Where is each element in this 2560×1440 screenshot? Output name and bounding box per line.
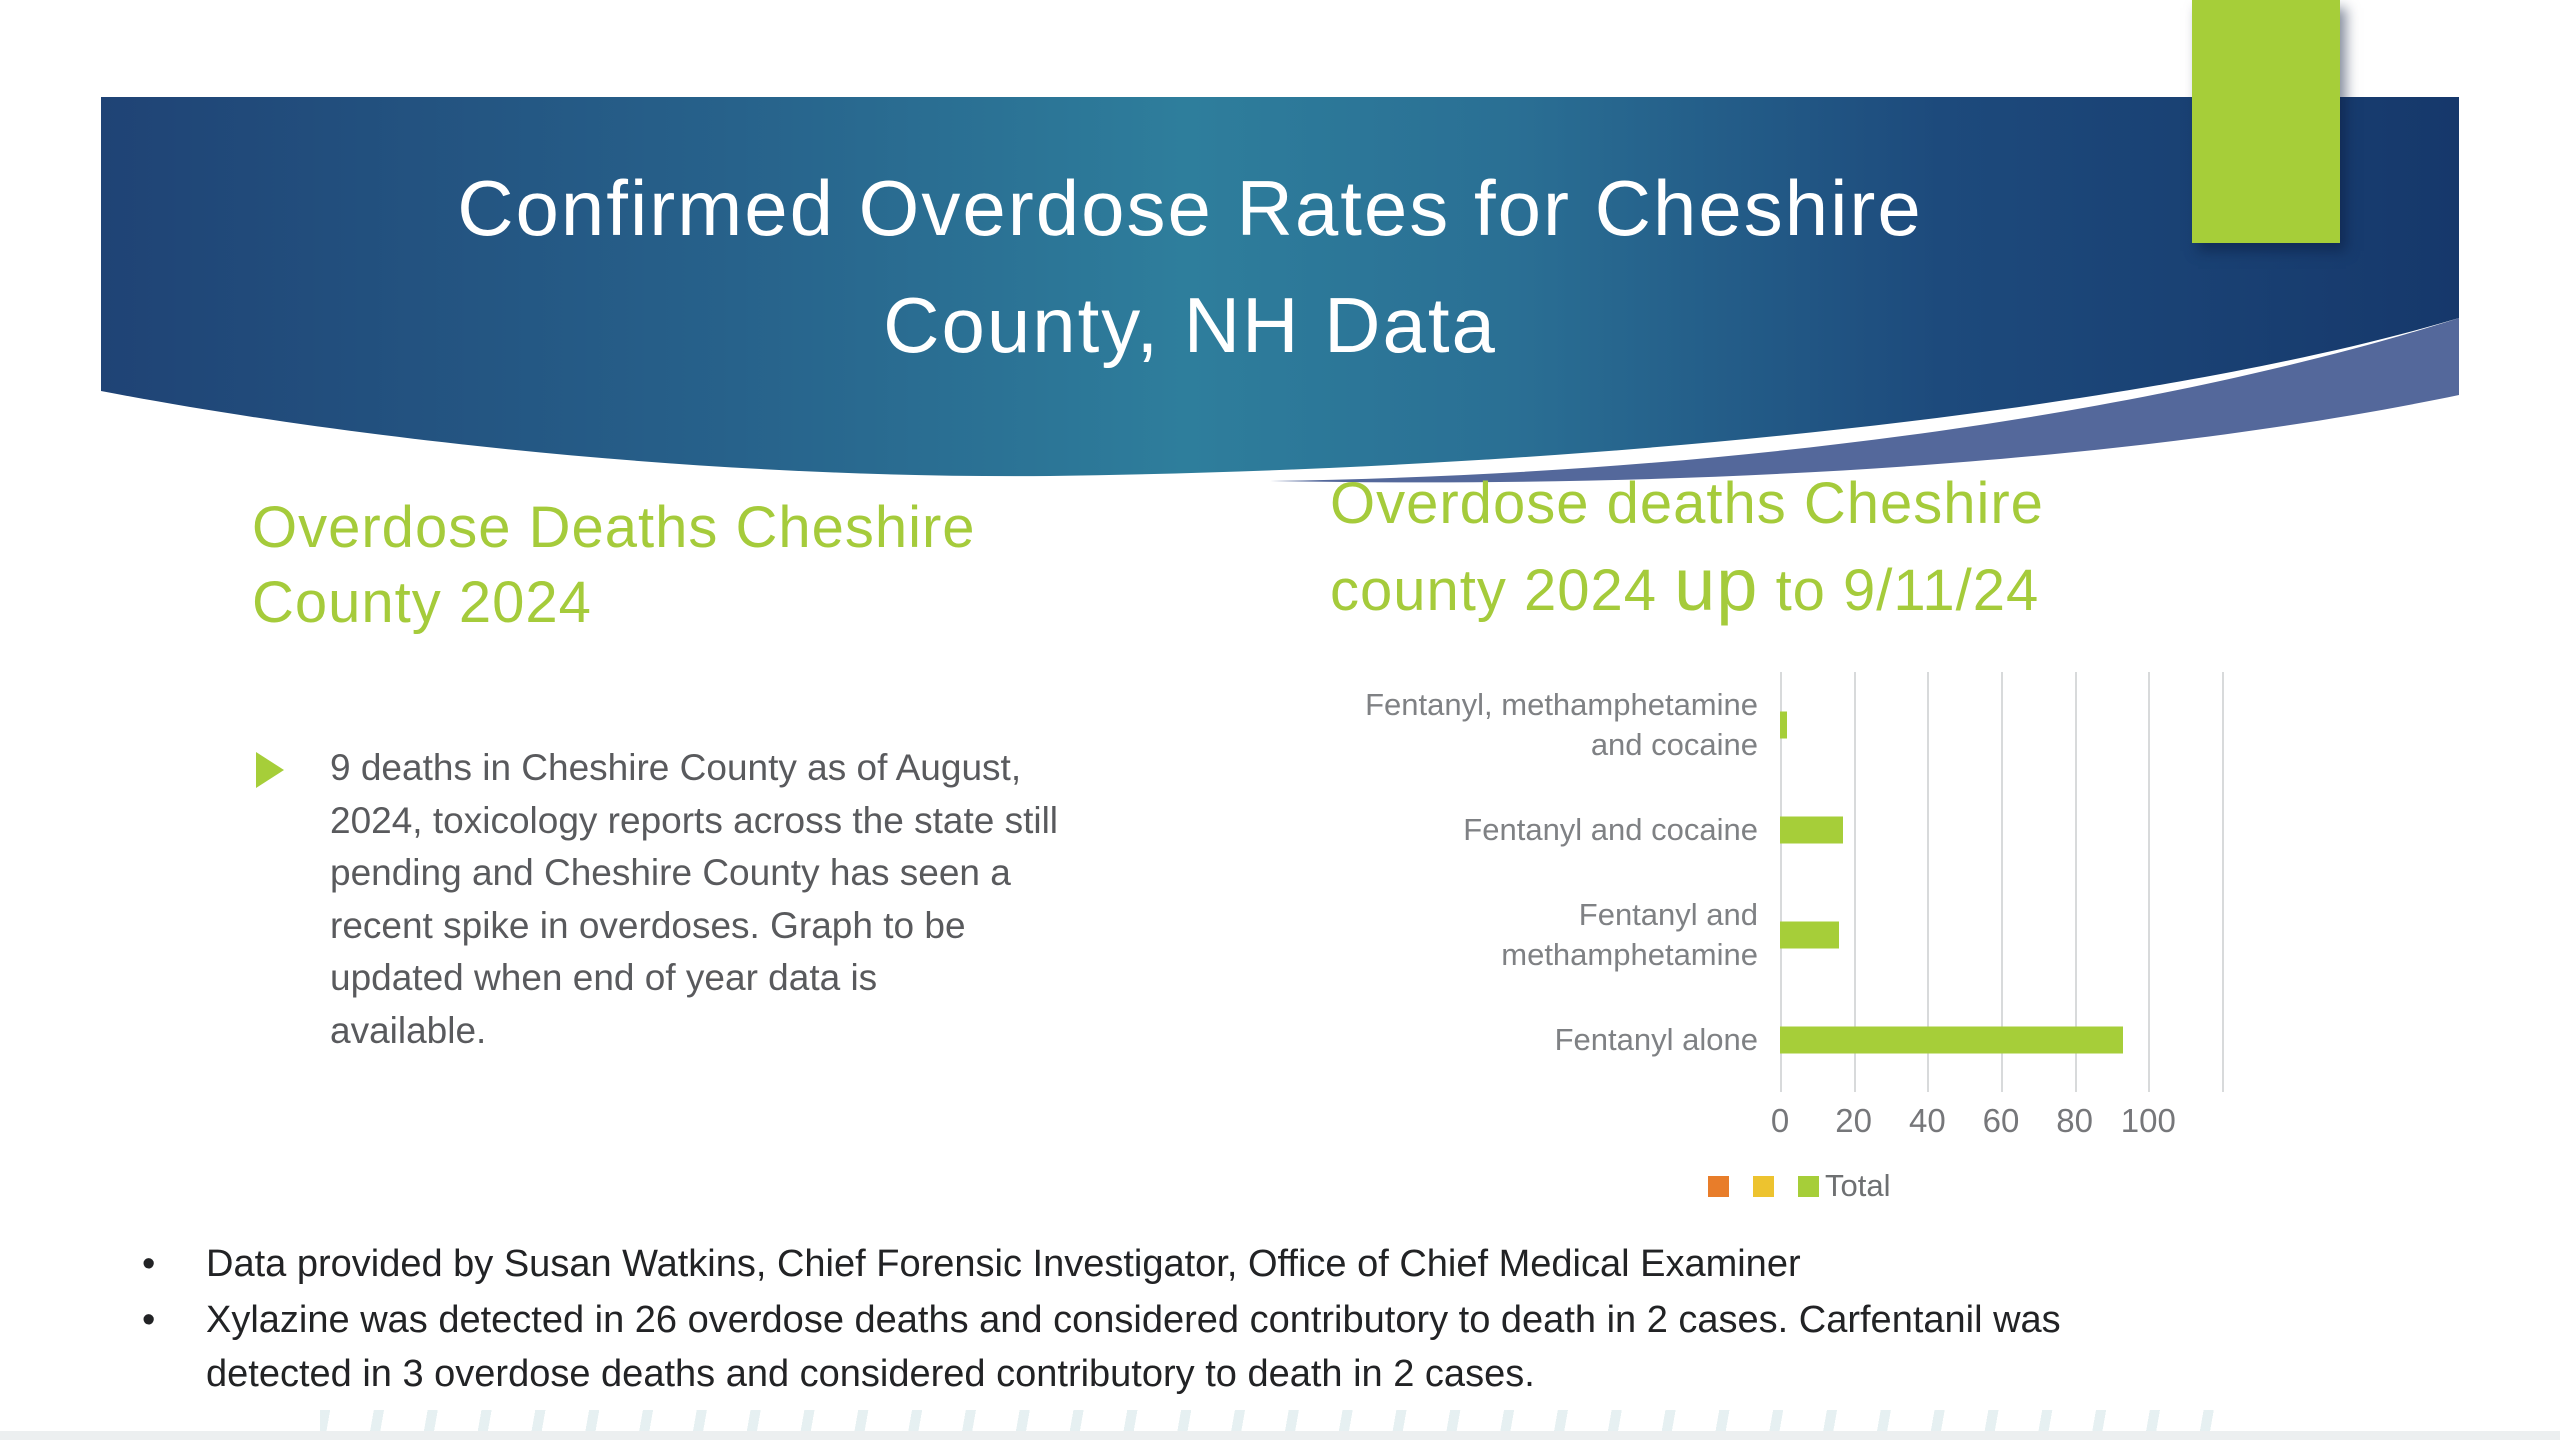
left-heading-line2: County 2024 <box>252 570 592 636</box>
chart-category-label-line: and cocaine <box>1590 726 1758 762</box>
chart-gridline <box>2148 672 2151 1092</box>
chart-bar-area <box>1780 777 2420 882</box>
chart-x-axis: 0 20 40 60 80 100 <box>1771 1102 2222 1146</box>
header-band-shape <box>101 97 2459 477</box>
bullet-text-line: recent spike in overdoses. Graph to be <box>330 904 966 946</box>
bullet-text-line: updated when end of year data is <box>330 957 878 999</box>
footer-bullet-glyph: • <box>142 1243 156 1285</box>
chart-category-label: Fentanyl and methamphetamine <box>1320 882 1780 987</box>
right-heading-up: up <box>1674 543 1759 626</box>
chart-row: Fentanyl alone <box>1320 987 2420 1092</box>
chart-row: Fentanyl, methamphetamine and cocaine <box>1320 672 2420 777</box>
bottom-faint-strip <box>320 1410 2220 1432</box>
chart-x-tick-label: 60 <box>1982 1102 2020 1139</box>
footer-bullet-item: • Xylazine was detected in 26 overdose d… <box>142 1294 2432 1402</box>
legend-entry: Total <box>1798 1168 1890 1204</box>
chart-gridline <box>2222 672 2224 1092</box>
chart-bar-area <box>1780 672 2420 777</box>
bullet-text: 9 deaths in Cheshire County as of August… <box>330 742 1058 1057</box>
footer-item-text: Xylazine was detected in 26 overdose dea… <box>206 1294 2061 1402</box>
chart-x-tick-label: 0 <box>1770 1102 1790 1139</box>
chart-bar <box>1780 711 1788 738</box>
chart-gridline <box>2001 672 2003 1092</box>
chart-gridlines <box>1780 672 2224 1092</box>
chart-x-tick-label: 20 <box>1835 1102 1873 1139</box>
right-heading-before-up: county 2024 <box>1330 558 1675 623</box>
chart-row: Fentanyl and cocaine <box>1320 777 2420 882</box>
legend-swatch-icon <box>1753 1175 1774 1197</box>
chart-category-label-line: Fentanyl and cocaine <box>1463 811 1758 847</box>
legend-entry <box>1708 1175 1729 1197</box>
bullet-text-line: 9 deaths in Cheshire County as of August… <box>330 747 1022 788</box>
chart-x-tick-label: 100 <box>2120 1102 2176 1139</box>
footer-notes: • Data provided by Susan Watkins, Chief … <box>142 1238 2432 1404</box>
footer-item-text: Data provided by Susan Watkins, Chief Fo… <box>206 1238 1801 1292</box>
chart-gridline <box>1853 672 1856 1092</box>
chart-x-tick-label: 80 <box>2056 1102 2094 1139</box>
chart-rows: Fentanyl, methamphetamine and cocaine Fent… <box>1320 672 2420 1092</box>
chart-gridline <box>2074 672 2077 1092</box>
chart-x-tick-label: 40 <box>1908 1102 1946 1139</box>
right-heading-line2: county 2024 up to 9/11/24 <box>1330 547 2210 634</box>
chart-bar <box>1780 921 1839 948</box>
chart-gridline <box>1927 672 1930 1092</box>
slide-title-line2: County, NH Data <box>883 281 1497 369</box>
right-heading-after-up: to 9/11/24 <box>1758 558 2040 623</box>
chart-bar-area <box>1780 987 2420 1092</box>
chart-row: Fentanyl and methamphetamine <box>1320 882 2420 987</box>
footer-bullet-glyph: • <box>142 1298 156 1341</box>
left-heading-line1: Overdose Deaths Cheshire <box>252 495 976 560</box>
footer-text-line: Xylazine was detected in 26 overdose dea… <box>206 1298 2061 1341</box>
chart-category-label: Fentanyl, methamphetamine and cocaine <box>1320 672 1780 777</box>
slide-title-line1: Confirmed Overdose Rates for Cheshire <box>457 164 1923 252</box>
bullet-text-line: 2024, toxicology reports across the stat… <box>330 799 1059 841</box>
accent-rectangle <box>2192 0 2340 243</box>
legend-swatch-icon <box>1798 1175 1819 1197</box>
bullet-arrow-icon <box>256 752 284 788</box>
bullet-text-line: available. <box>330 1009 487 1051</box>
chart-category-label-line: Fentanyl, methamphetamine <box>1365 686 1758 722</box>
left-section-heading: Overdose Deaths Cheshire County 2024 <box>252 490 1072 641</box>
chart-category-label-line: methamphetamine <box>1501 936 1758 972</box>
header-wave-banner <box>101 97 2459 483</box>
slide-title: Confirmed Overdose Rates for Cheshire Co… <box>150 150 2230 384</box>
legend-label: Total <box>1825 1168 1891 1203</box>
legend-swatch-icon <box>1708 1175 1729 1197</box>
legend-entry <box>1753 1175 1774 1197</box>
right-heading-line1: Overdose deaths Cheshire <box>1330 471 2044 536</box>
left-bullet-item: 9 deaths in Cheshire County as of August… <box>256 742 1058 1057</box>
chart-bar <box>1780 816 1843 843</box>
overdose-bar-chart: Fentanyl, methamphetamine and cocaine Fent… <box>1320 672 2420 1252</box>
chart-legend: Total <box>1708 1168 1914 1204</box>
chart-category-label-line: Fentanyl and <box>1578 896 1758 932</box>
wave-highlight-shape <box>1270 318 2459 483</box>
footer-text-line: detected in 3 overdose deaths and consid… <box>206 1352 1535 1395</box>
right-section-heading: Overdose deaths Cheshire county 2024 up … <box>1330 460 2210 634</box>
chart-gridline <box>1780 672 1782 1092</box>
chart-category-label: Fentanyl alone <box>1320 987 1780 1092</box>
bullet-text-line: pending and Cheshire County has seen a <box>330 852 1011 894</box>
footer-bullet-item: • Data provided by Susan Watkins, Chief … <box>142 1238 2432 1292</box>
chart-category-label-line: Fentanyl alone <box>1554 1021 1758 1057</box>
chart-bar <box>1780 1026 2123 1053</box>
chart-category-label: Fentanyl and cocaine <box>1320 777 1780 882</box>
chart-bar-area <box>1780 882 2420 987</box>
footer-text-line: Data provided by Susan Watkins, Chief Fo… <box>206 1243 1801 1285</box>
bottom-edge-bar <box>0 1431 2560 1440</box>
